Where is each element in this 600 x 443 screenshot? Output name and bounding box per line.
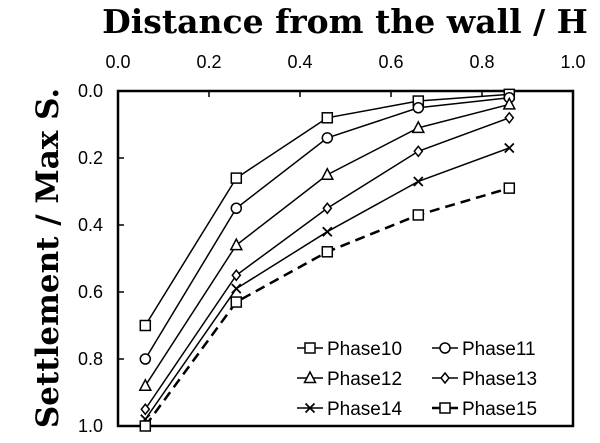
legend-entry-phase13: Phase13 (432, 369, 537, 390)
data-point-phase13 (231, 269, 242, 282)
data-point-phase13 (413, 145, 424, 158)
data-point-phase15 (503, 182, 516, 194)
legend-label: Phase12 (327, 369, 402, 390)
x-tick-label: 0.8 (469, 52, 494, 72)
series-line-phase15 (144, 186, 510, 427)
y-tick-label: 0.4 (78, 215, 103, 235)
y-tick-label: 0.8 (78, 349, 103, 369)
x-tick-label: 0.0 (105, 52, 130, 72)
data-point-phase12 (411, 120, 426, 134)
data-point-phase15 (139, 420, 152, 432)
legend-label: Phase14 (327, 399, 402, 420)
x-tick-label: 0.6 (378, 52, 403, 72)
legend: Phase10 Phase11 Phase12 Phase13 Phase14 Phase… (297, 339, 537, 420)
data-point-phase11 (412, 102, 425, 114)
legend-entry-phase10: Phase10 (297, 339, 402, 360)
data-point-phase14 (231, 283, 242, 294)
data-point-phase13 (140, 403, 151, 416)
data-point-phase10 (139, 319, 152, 332)
x-tick-label: 0.2 (196, 52, 221, 72)
legend-entry-phase12: Phase12 (297, 369, 402, 390)
series-phase11 (139, 91, 516, 365)
series-phase15 (139, 182, 516, 432)
legend-label: Phase11 (462, 339, 536, 360)
data-point-phase12 (502, 96, 517, 110)
legend-marker (304, 402, 316, 414)
plot-area (116, 89, 575, 428)
legend-entry-phase11: Phase11 (432, 339, 536, 360)
series-phase14 (140, 142, 515, 425)
y-tick-label: 1.0 (78, 416, 103, 436)
y-axis-label: Settlement / Max S. (30, 88, 66, 428)
data-point-phase15 (230, 296, 243, 308)
legend-label: Phase10 (327, 339, 402, 360)
data-point-phase13 (322, 202, 333, 215)
data-point-phase13 (504, 111, 515, 125)
data-point-phase11 (139, 353, 152, 365)
data-point-phase15 (321, 246, 334, 258)
data-point-phase10 (321, 112, 334, 124)
data-point-phase14 (413, 176, 424, 187)
y-ticks: 0.0 0.2 0.4 0.6 0.8 1.0 (78, 81, 124, 436)
legend-marker (303, 370, 317, 384)
legend-entry-phase14: Phase14 (297, 399, 402, 420)
legend-marker (304, 342, 316, 354)
series-phase12 (138, 96, 517, 392)
legend-marker (439, 402, 451, 414)
data-point-phase11 (230, 202, 243, 214)
y-tick-label: 0.6 (78, 282, 103, 302)
data-point-phase11 (321, 132, 334, 144)
data-point-phase10 (230, 172, 243, 184)
data-point-phase12 (320, 167, 335, 180)
data-point-phase12 (138, 378, 153, 392)
data-point-phase15 (412, 209, 425, 221)
series-layer (138, 88, 517, 432)
data-point-phase12 (229, 237, 244, 251)
legend-label: Phase13 (462, 369, 537, 390)
x-ticks: 0.0 0.2 0.4 0.6 0.8 1.0 (105, 52, 586, 97)
x-tick-label: 0.4 (287, 52, 312, 72)
series-phase13 (140, 111, 515, 416)
data-point-phase14 (504, 142, 515, 154)
legend-label: Phase15 (462, 399, 537, 420)
x-axis-label: Distance from the wall / H (102, 2, 588, 41)
legend-entry-phase15: Phase15 (432, 399, 537, 420)
data-point-phase14 (322, 226, 333, 237)
x-tick-label: 1.0 (560, 52, 585, 72)
y-tick-label: 0.2 (78, 148, 103, 168)
series-line-phase13 (144, 117, 510, 410)
y-tick-label: 0.0 (78, 81, 103, 101)
legend-marker (439, 342, 451, 354)
legend-marker (440, 371, 450, 385)
